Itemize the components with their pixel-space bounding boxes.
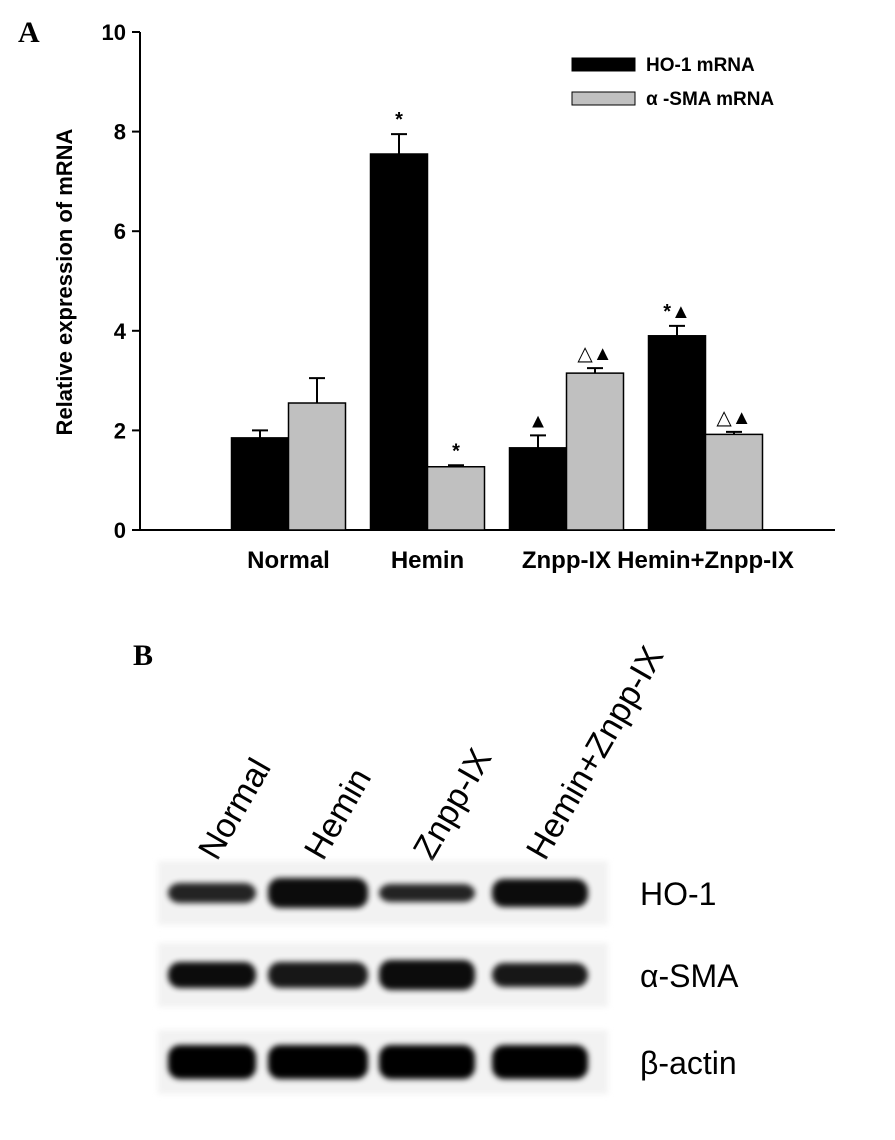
y-tick-label: 0: [114, 518, 126, 543]
annotation: *▲: [663, 301, 691, 323]
blot-band: [268, 878, 368, 908]
bar: [287, 402, 347, 531]
error-bar: [309, 377, 325, 404]
lane-label: Hemin+Znpp-IX: [519, 640, 671, 866]
row-label: β-actin: [640, 1045, 737, 1081]
error-bar: [391, 133, 407, 155]
blot-band: [168, 962, 256, 988]
x-tick-label: Hemin+Znpp-IX: [617, 547, 794, 574]
x-tick-label: Znpp-IX: [522, 547, 611, 574]
blot-band: [268, 962, 368, 988]
blot-band: [168, 883, 256, 903]
row-label: α-SMA: [640, 958, 739, 994]
blot-band: [492, 963, 588, 987]
panel-label: A: [18, 16, 40, 49]
blot-band: [379, 960, 475, 990]
error-bar: [669, 324, 685, 336]
annotation: ▲: [528, 410, 548, 432]
blot-band: [379, 884, 475, 902]
error-bar: [726, 430, 742, 435]
error-bar: [587, 367, 603, 374]
blot-band: [168, 1045, 256, 1079]
row-label: HO-1: [640, 876, 716, 912]
bar: [704, 433, 764, 531]
legend-swatch: [571, 57, 636, 72]
blot-band: [492, 1045, 588, 1079]
bar: [508, 447, 568, 531]
lane-label: Znpp-IX: [406, 742, 499, 866]
bar: [565, 372, 625, 531]
lane-label: Hemin: [297, 762, 379, 866]
bar: [426, 466, 486, 531]
legend-label: α -SMA mRNA: [646, 89, 774, 110]
y-tick-label: 6: [114, 219, 126, 244]
bar: [369, 153, 429, 531]
y-tick-label: 10: [102, 20, 126, 45]
y-tick-label: 8: [114, 120, 126, 145]
panel-label: B: [133, 639, 153, 672]
error-bar: [252, 429, 268, 438]
bar: [647, 335, 707, 531]
legend-swatch: [571, 91, 636, 106]
annotation: *: [452, 440, 460, 462]
annotation: △▲: [577, 343, 612, 365]
blot-band: [268, 1045, 368, 1079]
y-tick-label: 2: [114, 418, 126, 443]
bar: [230, 437, 290, 531]
error-bar: [530, 434, 546, 448]
x-tick-label: Hemin: [391, 547, 464, 574]
legend-label: HO-1 mRNA: [646, 55, 755, 76]
y-tick-label: 4: [114, 319, 127, 344]
x-tick-label: Normal: [247, 547, 330, 574]
y-axis-label: Relative expression of mRNA: [52, 128, 77, 435]
blot-band: [379, 1045, 475, 1079]
error-bar: [448, 464, 464, 467]
blot-band: [492, 879, 588, 907]
annotation: *: [395, 109, 403, 131]
annotation: △▲: [716, 407, 751, 429]
lane-label: Normal: [191, 752, 279, 866]
